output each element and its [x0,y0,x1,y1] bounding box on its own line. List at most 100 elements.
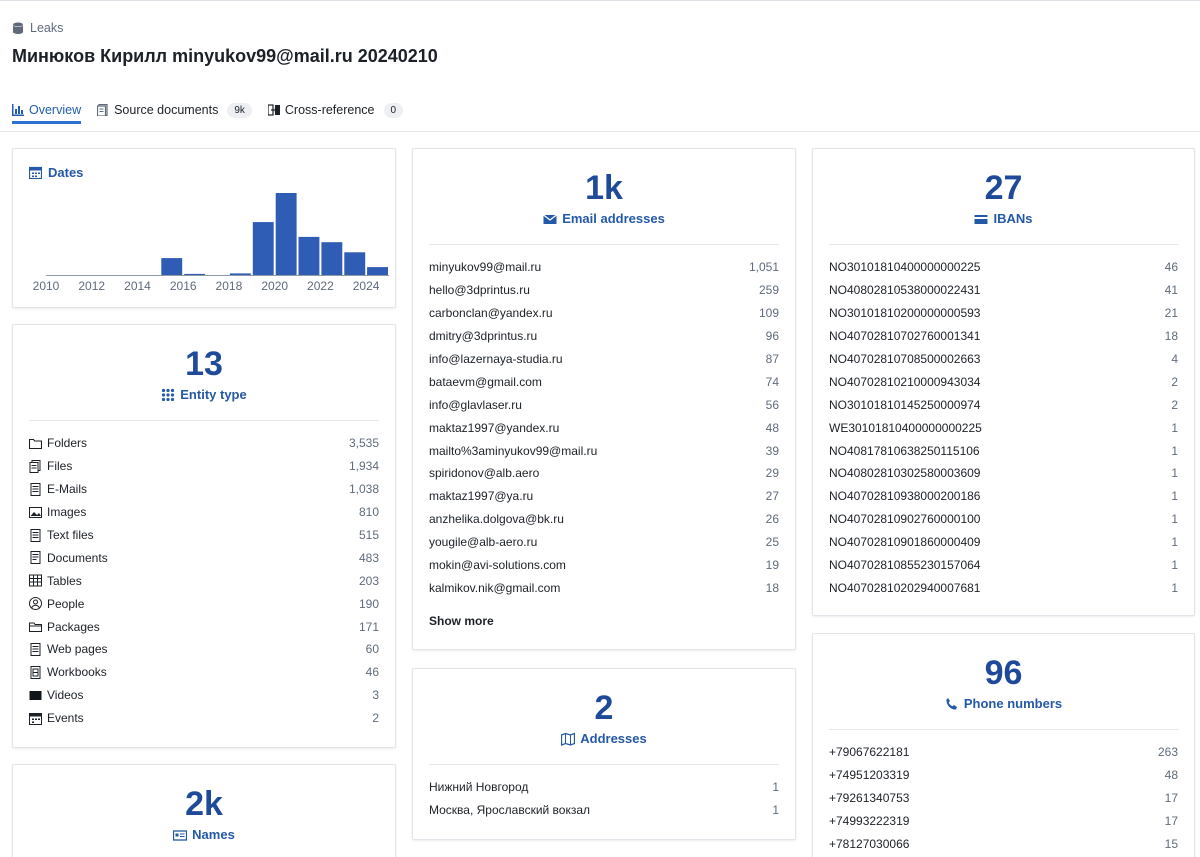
show-more-button[interactable]: Show more [429,614,494,629]
email-row[interactable]: mailto%3aminyukov99@mail.ru 39 [429,439,779,462]
entity-type-row[interactable]: Workbooks 46 [29,661,379,684]
tab-source-documents[interactable]: Source documents 9k [97,98,252,122]
email-row-count: 19 [765,558,779,573]
entity-type-row[interactable]: Images 810 [29,501,379,524]
email-row[interactable]: info@lazernaya-studia.ru 87 [429,348,779,371]
year-bar[interactable] [298,236,320,275]
email-row[interactable]: info@glavlaser.ru 56 [429,393,779,416]
entity-type-row[interactable]: Tables 203 [29,569,379,592]
year-bar[interactable] [321,242,343,275]
map-icon [561,732,576,746]
address-row[interactable]: Москва, Ярославский вокзал 1 [429,799,779,822]
names-card: 2k Names [12,764,396,857]
iban-row-count: 41 [1164,283,1178,298]
year-bar[interactable] [184,273,206,275]
x-tick-label: 2020 [261,279,288,293]
calendar-icon [29,166,42,179]
email-row[interactable]: maktaz1997@yandex.ru 48 [429,416,779,439]
iban-row[interactable]: NO40702810902760000100 1 [829,508,1178,531]
dates-title-label: Dates [48,165,84,180]
entity-type-row[interactable]: E-Mails 1,038 [29,478,379,501]
year-bar[interactable] [275,193,297,275]
iban-row[interactable]: NO40802810538000022431 41 [829,279,1178,302]
year-bar[interactable] [161,258,183,275]
phone-row[interactable]: +78127030066 15 [829,833,1178,856]
phone-row[interactable]: +79067622181 263 [829,741,1178,764]
phone-row[interactable]: +74993222319 17 [829,810,1178,833]
entity-type-row[interactable]: Documents 483 [29,546,379,569]
iban-row[interactable]: NO40817810638250115106 1 [829,439,1178,462]
entity-type-row[interactable]: Web pages 60 [29,638,379,661]
iban-row-count: 4 [1171,352,1178,366]
address-row-label: Москва, Ярославский вокзал [429,803,591,818]
year-bar[interactable] [229,273,251,275]
year-bar[interactable] [367,267,388,275]
document-icon [97,104,108,116]
iban-row[interactable]: NO40702810210000943034 2 [829,370,1178,393]
phone-row[interactable]: +79261340753 17 [829,787,1178,810]
entity-type-row-count: 1,038 [348,482,379,497]
email-row[interactable]: maktaz1997@ya.ru 27 [429,485,779,508]
top-border [0,0,1200,1]
entity-type-row[interactable]: People 190 [29,592,379,615]
iban-row[interactable]: NO40802810302580003609 1 [829,462,1178,485]
iban-row[interactable]: NO40702810938000200186 1 [829,485,1178,508]
iban-row[interactable]: NO40702810901860000409 1 [829,531,1178,554]
x-tick-label: 2012 [78,279,105,293]
page-title: Минюков Кирилл minyukov99@mail.ru 202402… [12,46,438,66]
email-row-label: spiridonov@alb.aero [429,466,540,481]
phone-row-count: 15 [1164,837,1178,851]
x-tick-label: 2022 [307,279,334,293]
tab-source-documents-label: Source documents [114,103,219,117]
email-row[interactable]: yougile@alb-aero.ru 25 [429,531,779,554]
email-row[interactable]: anzhelika.dolgova@bk.ru 26 [429,508,779,531]
iban-row-count: 2 [1171,397,1178,412]
iban-row[interactable]: NO40702810202940007681 1 [829,576,1178,599]
phone-row-label: +74951203319 [829,768,910,783]
breadcrumb-label[interactable]: Leaks [30,21,64,35]
entity-type-row[interactable]: Events 2 [29,707,379,730]
iban-row-label: NO40702810202940007681 [829,580,981,595]
email-row-count: 56 [765,397,779,412]
email-row[interactable]: dmitry@3dprintus.ru 96 [429,325,779,348]
email-row[interactable]: hello@3dprintus.ru 259 [429,279,779,302]
breadcrumb[interactable]: Leaks [12,21,63,35]
entity-type-row[interactable]: Packages 171 [29,615,379,638]
iban-row[interactable]: NO40702810855230157064 1 [829,554,1178,577]
x-tick-label: 2016 [170,279,197,293]
dates-histogram[interactable]: 2010 2012 2014 2016 2018 2020 2022 2024 [13,149,397,309]
iban-row[interactable]: NO30101810400000000225 46 [829,256,1178,279]
email-row[interactable]: kalmikov.nik@gmail.com 18 [429,576,779,599]
address-row[interactable]: Нижний Новгород 1 [429,776,779,799]
iban-row[interactable]: WE30101810400000000225 1 [829,416,1178,439]
ibans-count: 27 [984,169,1023,207]
year-bar[interactable] [344,252,366,275]
phone-icon [946,697,957,710]
entity-type-row-count: 203 [358,573,379,588]
tab-cross-reference[interactable]: Cross-reference 0 [267,98,404,122]
entity-type-row[interactable]: Videos 3 [29,684,379,707]
email-row[interactable]: mokin@avi-solutions.com 19 [429,554,779,577]
email-row-label: anzhelika.dolgova@bk.ru [429,512,564,527]
phone-row[interactable]: +74951203319 48 [829,764,1178,787]
iban-row-label: NO30101810400000000225 [829,260,981,275]
email-row[interactable]: minyukov99@mail.ru 1,051 [429,256,779,279]
tab-overview[interactable]: Overview [12,98,82,124]
email-row[interactable]: bataevm@gmail.com 74 [429,370,779,393]
entity-type-row[interactable]: Files 1,934 [29,455,379,478]
iban-row[interactable]: NO40702810708500002663 4 [829,348,1178,371]
email-row-count: 96 [765,329,779,344]
iban-row[interactable]: NO40702810702760001341 18 [829,325,1178,348]
address-row-label: Нижний Новгород [429,780,529,795]
email-row[interactable]: carbonclan@yandex.ru 109 [429,302,779,325]
divider [429,764,779,765]
address-row-count: 1 [772,780,779,795]
id-card-icon [173,829,188,841]
email-row-label: bataevm@gmail.com [429,374,542,389]
iban-row[interactable]: NO30101810200000000593 21 [829,302,1178,325]
entity-type-row[interactable]: Folders 3,535 [29,432,379,455]
year-bar[interactable] [252,222,274,275]
entity-type-row[interactable]: Text files 515 [29,524,379,547]
iban-row[interactable]: NO30101810145250000974 2 [829,393,1178,416]
email-row[interactable]: spiridonov@alb.aero 29 [429,462,779,485]
